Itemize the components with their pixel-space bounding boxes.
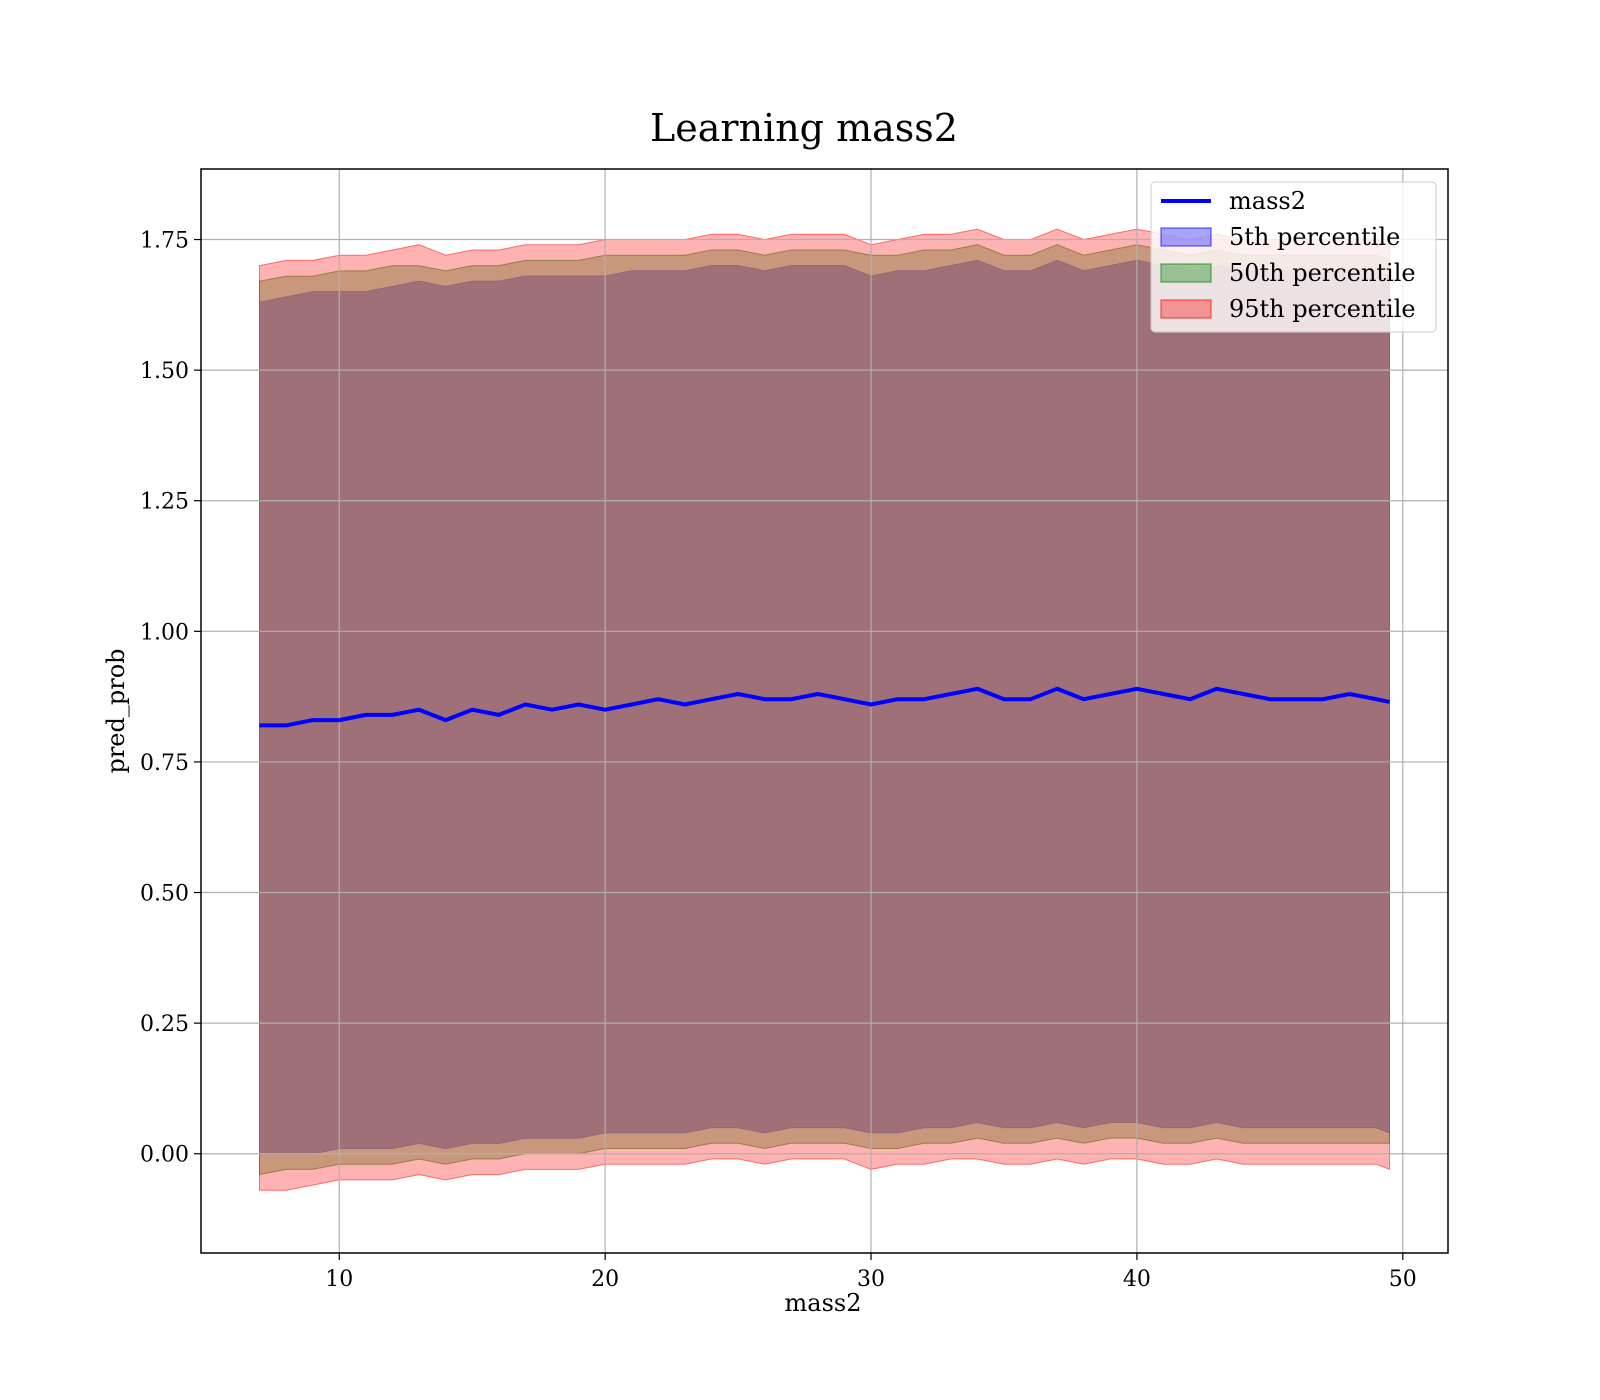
y-tick-label: 0.25 — [140, 1012, 189, 1037]
y-tick-label: 1.00 — [140, 620, 189, 645]
percentile-bands — [259, 228, 1390, 1191]
y-tick-label: 0.00 — [140, 1143, 189, 1168]
legend-entry-label: 50th percentile — [1229, 259, 1416, 287]
legend-entry-label: 95th percentile — [1229, 295, 1416, 323]
y-axis-ticks: 0.00 0.25 0.50 0.75 1.00 1.25 1.50 1.75 — [140, 229, 201, 1168]
axes-frame — [200, 168, 1449, 1254]
mass2-line-layer — [259, 686, 1390, 728]
legend-entry-label: mass2 — [1229, 187, 1306, 215]
legend-box — [1150, 181, 1437, 333]
y-tick-label: 0.75 — [140, 751, 189, 776]
legend-patch-swatch — [1160, 227, 1212, 247]
legend: mass2 5th percentile 50th percentile 95th p… — [1150, 181, 1437, 333]
legend-entry-label: 5th percentile — [1229, 223, 1400, 251]
x-tick-label: 50 — [1389, 1267, 1417, 1292]
legend-patch-swatch — [1160, 299, 1212, 319]
mass2-line — [259, 686, 1390, 728]
y-tick-label: 1.75 — [140, 229, 189, 254]
y-tick-label: 0.50 — [140, 882, 189, 907]
band-overlap — [259, 260, 1390, 1154]
y-axis-label: pred_prob — [102, 648, 130, 773]
x-tick-label: 20 — [591, 1267, 619, 1292]
y-tick-label: 1.25 — [140, 490, 189, 515]
x-axis-label: mass2 — [785, 1289, 862, 1317]
x-tick-label: 40 — [1123, 1267, 1151, 1292]
x-axis-ticks: 10 20 30 40 50 — [325, 1253, 1417, 1292]
plot-frame — [200, 168, 1449, 1254]
chart-title: Learning mass2 — [650, 106, 958, 150]
legend-patch-swatch — [1160, 263, 1212, 283]
x-tick-label: 30 — [857, 1267, 885, 1292]
x-tick-label: 10 — [325, 1267, 353, 1292]
y-tick-label: 1.50 — [140, 359, 189, 384]
